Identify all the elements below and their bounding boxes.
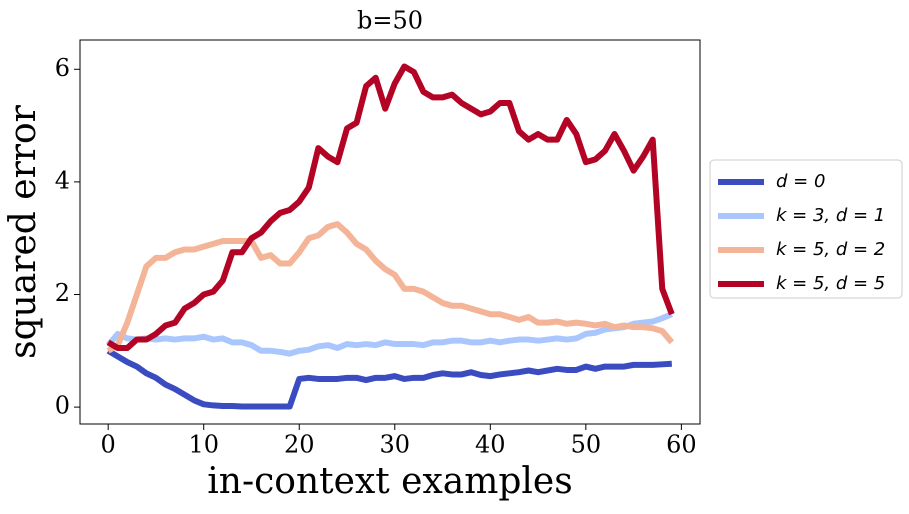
y-axis-label: squared error [3,104,44,359]
x-tick-label: 10 [188,431,219,459]
legend-label: k = 5, d = 5 [776,273,885,294]
series-line [105,311,673,357]
legend-box [709,159,903,299]
series-line [106,348,672,410]
x-tick-label: 60 [666,431,697,459]
x-tick-label: 40 [475,431,506,459]
legend-label: d = 0 [776,171,825,192]
y-tick-label: 2 [55,279,70,307]
x-tick-label: 30 [380,431,411,459]
legend-label: k = 5, d = 2 [776,239,885,260]
plot-frame [79,39,701,425]
y-tick-label: 0 [55,392,70,420]
series-line [106,63,675,351]
x-tick-label: 50 [571,431,602,459]
x-tick-label: 0 [101,431,116,459]
x-tick-label: 20 [284,431,315,459]
y-tick-label: 4 [55,166,70,194]
y-tick-label: 6 [55,54,70,82]
legend-label: k = 3, d = 1 [776,205,885,226]
chart-title: b=50 [357,7,423,35]
x-axis-label: in-context examples [207,461,572,502]
series-line [106,221,675,354]
